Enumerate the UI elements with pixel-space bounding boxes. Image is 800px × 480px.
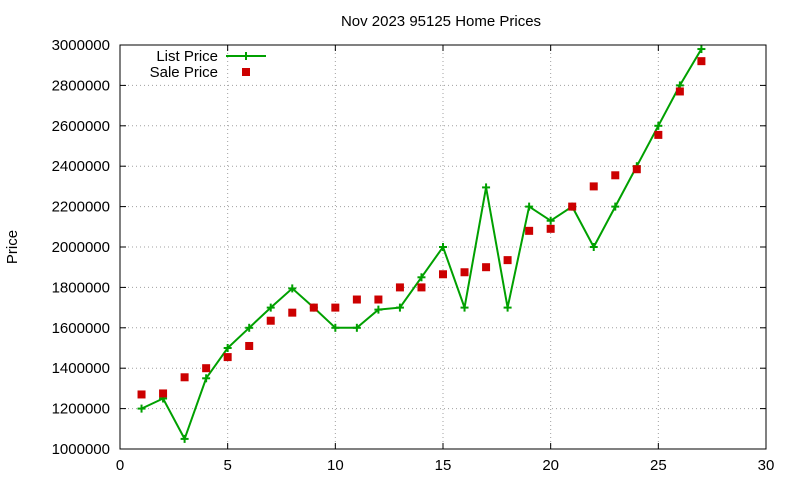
list-price-point <box>223 344 232 352</box>
x-tick-label: 10 <box>327 457 344 474</box>
list-price-point <box>589 243 598 251</box>
series-1 <box>137 57 706 399</box>
sale-price-point <box>331 303 340 312</box>
sale-price-point <box>632 165 641 174</box>
list-price-point <box>417 273 426 282</box>
series-0 <box>137 45 706 443</box>
sale-price-point <box>202 364 211 373</box>
list-price-point <box>654 121 663 130</box>
y-tick-label: 1200000 <box>52 401 110 418</box>
x-tick-label: 30 <box>758 457 775 474</box>
list-price-point <box>525 202 534 211</box>
chart-title: Nov 2023 95125 Home Prices <box>341 13 541 30</box>
sale-price-point <box>137 390 146 399</box>
sale-price-point <box>697 57 706 66</box>
list-price-point <box>482 183 491 192</box>
y-tick-label: 1000000 <box>52 441 110 458</box>
x-tick-label: 15 <box>435 457 452 474</box>
list-price-point <box>266 303 275 312</box>
x-tick-label: 0 <box>116 457 124 474</box>
x-tick-label: 5 <box>223 457 231 474</box>
sale-price-point <box>417 283 426 292</box>
sale-price-point <box>245 341 254 350</box>
y-tick-label: 2200000 <box>52 199 110 216</box>
legend-plus-marker <box>242 52 250 60</box>
y-tick-label: 2000000 <box>52 239 110 256</box>
y-tick-label: 1400000 <box>52 360 110 377</box>
legend-label: List Price <box>156 48 218 65</box>
list-price-point <box>460 303 469 312</box>
sale-price-point <box>180 373 189 382</box>
sale-price-point <box>223 353 232 362</box>
y-tick-label: 2400000 <box>52 158 110 175</box>
list-price-point <box>611 202 620 211</box>
x-tick-label: 25 <box>650 457 667 474</box>
sale-price-point <box>525 226 534 235</box>
y-tick-label: 1800000 <box>52 279 110 296</box>
sale-price-point <box>288 308 297 317</box>
sale-price-point <box>309 303 318 312</box>
sale-price-point <box>159 389 168 398</box>
list-price-point <box>137 404 146 413</box>
sale-price-point <box>395 283 404 292</box>
plot-frame <box>119 44 767 450</box>
list-price-point <box>697 45 706 54</box>
list-price-point <box>503 303 512 312</box>
list-price-line <box>141 48 703 442</box>
list-price-point <box>546 216 555 225</box>
sale-price-point <box>568 202 577 211</box>
sale-price-point <box>503 256 512 265</box>
y-tick-label: 3000000 <box>52 37 110 54</box>
list-price-point <box>245 323 254 332</box>
legend-label: Sale Price <box>150 64 218 81</box>
axis-ticks: 1000000 1200000 1400000 1600000 1800000 20000… <box>52 37 775 474</box>
sale-price-point <box>546 224 555 233</box>
y-tick-label: 2800000 <box>52 77 110 94</box>
y-tick-label: 2600000 <box>52 118 110 135</box>
x-tick-label: 20 <box>542 457 559 474</box>
list-price-point <box>352 323 361 332</box>
list-price-point <box>180 434 189 443</box>
sale-price-point <box>611 171 620 180</box>
grid-lines <box>120 45 766 449</box>
list-price-point <box>439 243 447 251</box>
sale-price-point <box>589 182 598 191</box>
list-price-point <box>288 284 297 293</box>
list-price-point <box>202 374 211 383</box>
sale-price-point <box>352 295 361 304</box>
y-axis-label: Price <box>4 230 21 264</box>
list-price-point <box>374 305 383 314</box>
list-price-point <box>395 303 404 312</box>
sale-price-point <box>439 270 447 279</box>
sale-price-point <box>374 295 383 304</box>
sale-price-point <box>460 268 469 277</box>
series-layer <box>137 45 706 443</box>
sale-price-point <box>654 130 663 139</box>
list-price-point <box>331 323 340 332</box>
sale-price-point <box>482 263 491 272</box>
sale-price-point <box>266 316 275 325</box>
legend-square-marker <box>242 68 250 76</box>
sale-price-point <box>675 87 684 96</box>
y-tick-label: 1600000 <box>52 320 110 337</box>
